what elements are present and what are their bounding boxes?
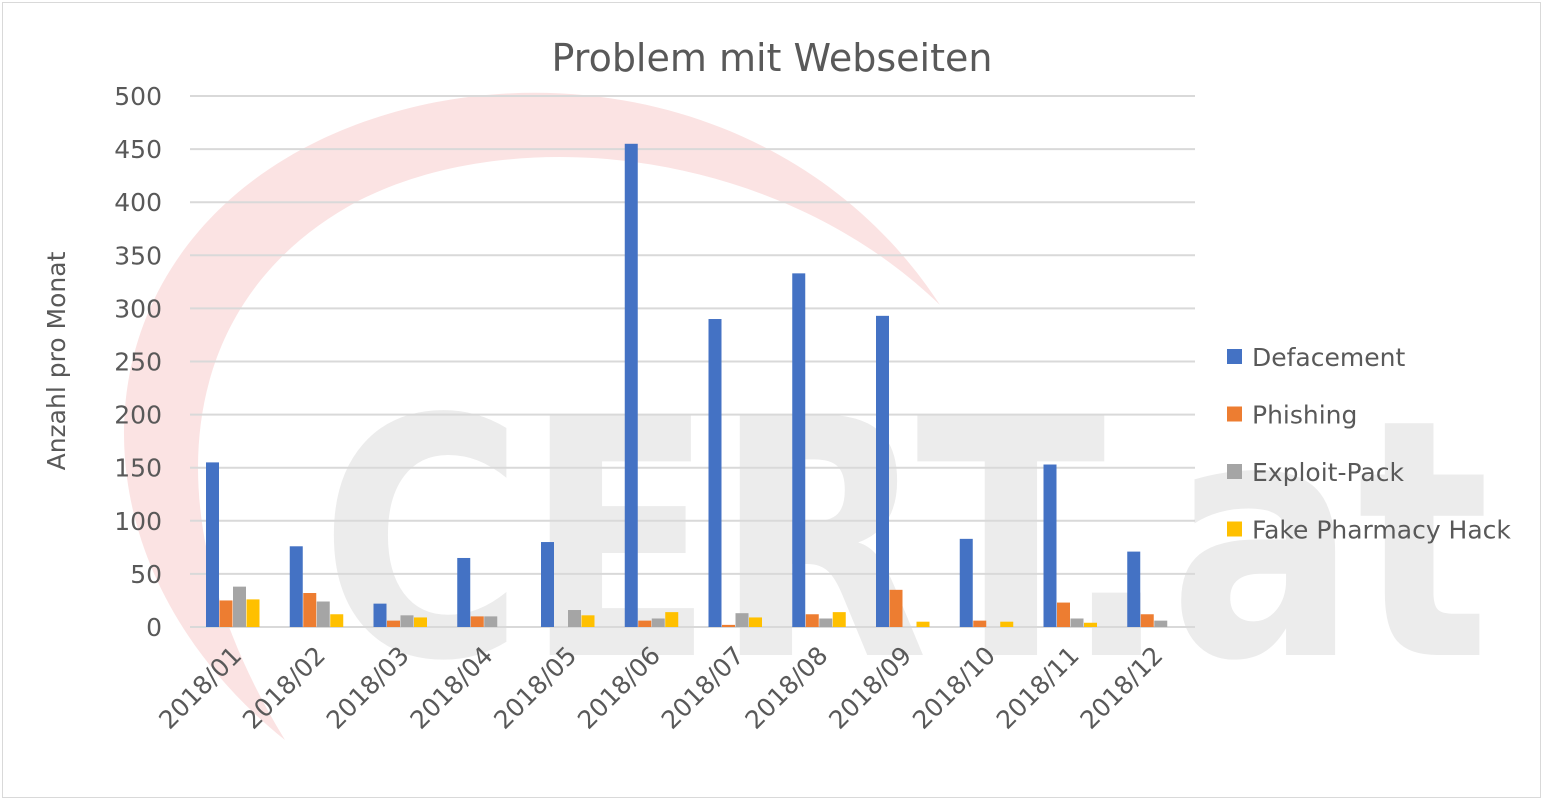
bar-fake-pharmacy-hack-2018-09 [916,621,930,627]
bar-fake-pharmacy-hack-2018-06 [665,612,679,627]
chart-title: Problem mit Webseiten [552,36,993,80]
legend-label-exploit-pack: Exploit-Pack [1252,458,1404,487]
bar-defacement-2018-03 [373,603,387,627]
bar-fake-pharmacy-hack-2018-08 [832,612,846,627]
y-tick-label: 300 [114,294,162,323]
bar-defacement-2018-02 [289,546,303,627]
bar-defacement-2018-07 [708,319,722,627]
y-axis-label: Anzahl pro Monat [42,251,71,470]
y-tick-label: 350 [114,241,162,270]
legend-swatch-fake-pharmacy-hack [1227,521,1242,537]
bar-fake-pharmacy-hack-2018-01 [246,599,260,627]
bar-phishing-2018-01 [219,600,233,627]
y-tick-labels: 0 50 100 150 200 250 300 350 400 450 500 [114,82,162,642]
watermark: CERT.at [123,92,1490,740]
bar-exploit-pack-2018-08 [819,618,833,627]
bar-phishing-2018-03 [387,620,400,627]
bar-exploit-pack-2018-02 [316,601,330,627]
y-tick-label: 200 [114,401,162,430]
y-tick-label: 50 [130,560,162,589]
bar-defacement-2018-06 [624,143,638,628]
bar-exploit-pack-2018-01 [233,586,246,627]
legend-label-phishing: Phishing [1252,401,1357,430]
bar-exploit-pack-2018-05 [568,610,581,627]
legend: Defacement Phishing Exploit-Pack Fake Pharm… [1227,343,1511,545]
legend-swatch-phishing [1227,406,1242,422]
bar-phishing-2018-08 [805,614,819,627]
bar-fake-pharmacy-hack-2018-10 [1000,621,1014,627]
watermark-text: CERT.at [320,349,1490,733]
bar-phishing-2018-06 [638,620,652,627]
legend-swatch-exploit-pack [1227,464,1242,479]
bar-phishing-2018-12 [1140,614,1154,627]
bar-fake-pharmacy-hack-2018-03 [414,617,427,627]
y-tick-label: 400 [114,188,162,217]
bar-exploit-pack-2018-07 [735,613,749,627]
y-tick-label: 450 [114,135,162,164]
y-tick-label: 100 [114,507,162,536]
bar-exploit-pack-2018-11 [1070,618,1084,627]
bar-defacement-2018-04 [457,557,471,627]
bar-defacement-2018-05 [541,542,554,627]
bar-phishing-2018-02 [303,593,317,627]
legend-swatch-defacement [1227,349,1242,364]
y-tick-label: 500 [114,82,162,111]
bar-phishing-2018-04 [470,616,484,627]
bar-fake-pharmacy-hack-2018-07 [749,617,762,627]
legend-label-fake-pharmacy-hack: Fake Pharmacy Hack [1252,516,1511,545]
bar-defacement-2018-12 [1127,551,1141,627]
y-tick-label: 0 [146,613,162,642]
y-tick-label: 250 [114,348,162,377]
bar-defacement-2018-01 [206,462,219,627]
bar-defacement-2018-11 [1043,464,1057,627]
bar-phishing-2018-11 [1057,602,1070,627]
bar-exploit-pack-2018-06 [651,618,665,627]
bar-phishing-2018-07 [722,624,735,627]
gridlines [190,95,1195,628]
bar-exploit-pack-2018-04 [484,616,498,627]
bar-defacement-2018-08 [792,273,806,627]
bar-fake-pharmacy-hack-2018-05 [581,615,595,627]
bar-phishing-2018-10 [973,620,987,627]
bar-phishing-2018-09 [889,589,903,627]
legend-label-defacement: Defacement [1252,343,1405,372]
bar-fake-pharmacy-hack-2018-11 [1084,622,1097,627]
bar-defacement-2018-09 [876,315,889,627]
y-tick-label: 150 [114,454,162,483]
bars [206,143,1168,628]
bar-defacement-2018-10 [959,538,973,627]
bar-fake-pharmacy-hack-2018-02 [330,614,344,627]
bar-exploit-pack-2018-12 [1154,620,1168,627]
bar-exploit-pack-2018-03 [400,615,414,627]
